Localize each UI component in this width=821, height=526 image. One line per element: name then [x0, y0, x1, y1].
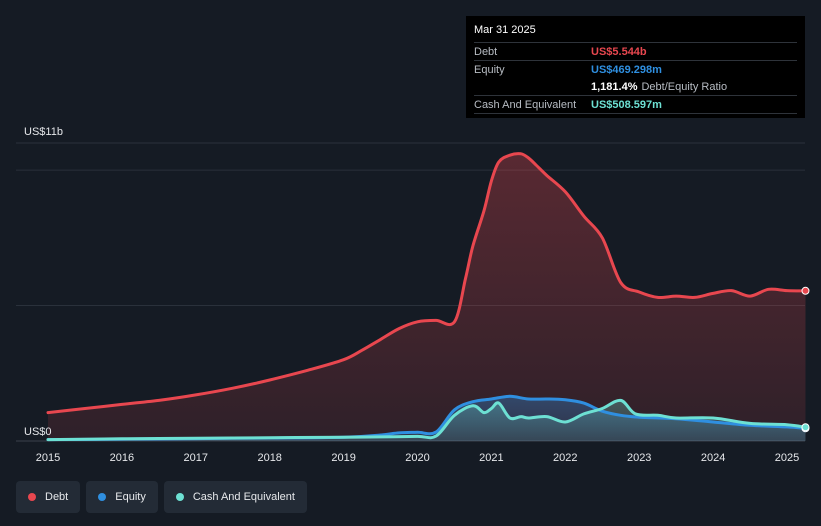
x-tick-2025: 2025: [775, 452, 799, 464]
series-areas: [48, 153, 806, 441]
cash-line: [46, 398, 807, 442]
series-lines: [46, 152, 807, 442]
cash-area: [48, 400, 806, 441]
legend-item-debt[interactable]: Debt: [16, 481, 81, 513]
x-tick-2021: 2021: [479, 452, 503, 464]
cash-endpoint: [801, 423, 810, 432]
x-tick-2018: 2018: [257, 452, 281, 464]
tooltip-equity-label: Equity: [474, 63, 505, 76]
x-tick-2016: 2016: [110, 452, 134, 464]
x-axis-ticks: 2015 2016 2017 2018 2019 2020 2021 2022 2023 2024…: [36, 452, 799, 464]
debt-endpoint: [801, 286, 810, 295]
tooltip-ratio-label: Debt/Equity Ratio: [641, 80, 728, 93]
x-tick-2019: 2019: [331, 452, 355, 464]
legend-debt-label: Debt: [45, 491, 69, 503]
x-tick-2024: 2024: [701, 452, 725, 464]
x-tick-2020: 2020: [405, 452, 429, 464]
tooltip-equity-row: Equity US$469.298m: [474, 60, 797, 78]
legend-cash-label: Cash And Equivalent: [192, 491, 295, 503]
tooltip-ratio-value: 1,181.4%: [591, 80, 638, 93]
debt-area: [48, 153, 806, 441]
x-tick-2015: 2015: [36, 452, 60, 464]
debt-line: [46, 152, 807, 415]
x-tick-2023: 2023: [627, 452, 651, 464]
tooltip-cash-row: Cash And Equivalent US$508.597m: [474, 95, 797, 113]
tooltip-date: Mar 31 2025: [474, 24, 536, 36]
tooltip-panel: Mar 31 2025 Debt US$5.544b Equity US$469…: [466, 16, 805, 118]
tooltip-ratio-row: 1,181.4% Debt/Equity Ratio: [474, 78, 797, 95]
debt-dot-icon: [28, 493, 36, 501]
tooltip-debt-label: Debt: [474, 45, 498, 58]
y-axis-bottom-label: US$0: [24, 426, 52, 438]
legend-item-cash[interactable]: Cash And Equivalent: [163, 481, 307, 513]
tooltip-debt-value: US$5.544b: [591, 45, 647, 58]
legend-equity-label: Equity: [115, 491, 146, 503]
x-tick-2022: 2022: [553, 452, 577, 464]
x-tick-2017: 2017: [184, 452, 208, 464]
legend-item-equity[interactable]: Equity: [86, 481, 158, 513]
tooltip-cash-label: Cash And Equivalent: [474, 98, 577, 111]
tooltip-debt-row: Debt US$5.544b: [474, 42, 797, 60]
cash-dot-icon: [175, 493, 184, 501]
series-endpoints: [801, 286, 810, 433]
equity-dot-icon: [98, 493, 107, 501]
chart-legend: Debt Equity Cash And Equivalent: [16, 481, 307, 513]
tooltip-equity-value: US$469.298m: [591, 63, 662, 76]
y-axis-top-label: US$11b: [24, 126, 63, 138]
tooltip-cash-value: US$508.597m: [591, 98, 662, 111]
